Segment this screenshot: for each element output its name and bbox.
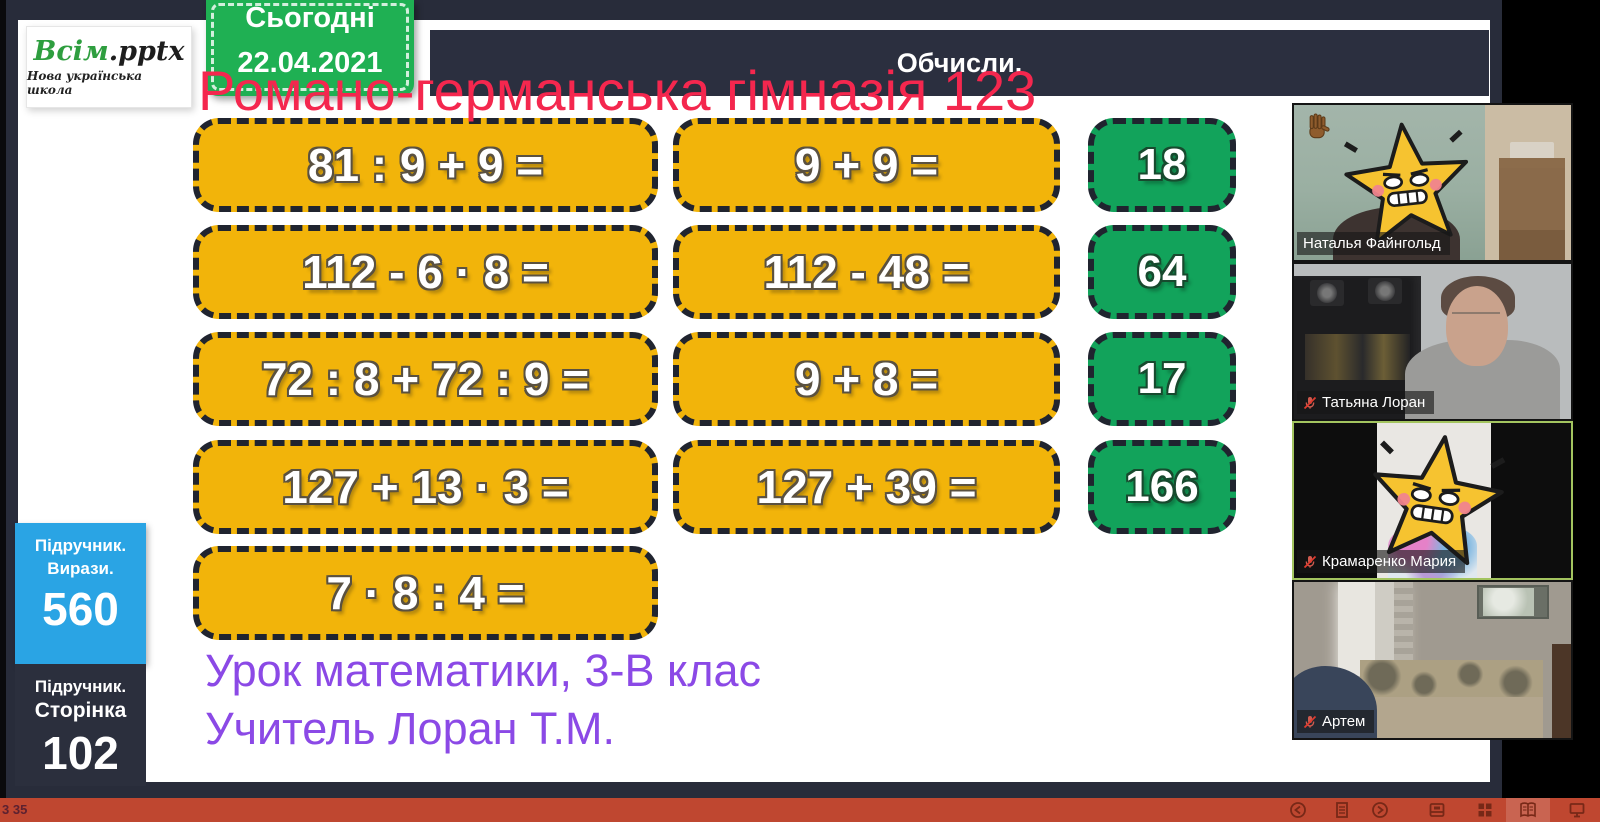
muted-mic-icon [1303, 396, 1317, 410]
annotation-purple-line2: Учитель Лоран Т.М. [205, 703, 615, 754]
textbook-sublabel: Сторінка [34, 699, 127, 722]
textbook-ref-box-navy: Підручник. Сторінка 102 [15, 664, 146, 786]
participant-name-tag: Артем [1297, 710, 1375, 733]
participant-name: Татьяна Лоран [1322, 394, 1426, 411]
couch-back-shape [1360, 660, 1544, 701]
date-box: Сьогодні 22.04.2021 [206, 0, 414, 96]
muted-mic-icon [1303, 555, 1317, 569]
slide-sorter-icon[interactable] [1476, 801, 1494, 819]
speaker-shape [1368, 278, 1402, 304]
normal-view-icon[interactable] [1428, 801, 1446, 819]
furniture-shape [1551, 644, 1571, 738]
slideshow-icon[interactable] [1568, 801, 1586, 819]
textbook-sublabel: Вирази. [47, 559, 114, 578]
slide-header-bar: Обчисли. [430, 30, 1489, 96]
muted-mic-icon [1303, 715, 1317, 729]
textbook-label: Підручник. [34, 677, 127, 696]
brand-logo-subtitle: Нова українська школа [27, 68, 143, 97]
wall-picture-shape [1476, 585, 1549, 620]
shelf-clutter [1305, 333, 1411, 381]
answer-card: 64 [1088, 225, 1236, 319]
expression-card: 81 : 9 + 9 = [193, 118, 658, 212]
participant-name-tag: Крамаренко Мария [1297, 550, 1466, 573]
participant-name-tag: Татьяна Лоран [1297, 391, 1435, 414]
video-thumbnail-maria[interactable]: Крамаренко Мария [1292, 421, 1573, 580]
brand-logo-green-part: Всім [33, 35, 109, 67]
reading-view-icon[interactable] [1519, 801, 1537, 819]
textbook-number: 102 [42, 727, 119, 779]
participant-face [1446, 285, 1509, 366]
textbook-number: 560 [42, 583, 119, 635]
expression-card: 112 - 6 · 8 = [193, 225, 658, 319]
couch-seat-shape [1360, 697, 1544, 738]
date-box-date: 22.04.2021 [237, 47, 383, 79]
slide-title: Обчисли. [896, 47, 1023, 78]
annotation-purple-line1: Урок математики, 3-В клас [205, 645, 761, 696]
raised-hand-icon [1309, 113, 1330, 139]
window-shape [1338, 582, 1405, 676]
expression-card: 72 : 8 + 72 : 9 = [193, 332, 658, 426]
simplified-card: 127 + 39 = [673, 440, 1060, 534]
speaker-shape [1310, 280, 1344, 306]
expression-card: 7 · 8 : 4 = [193, 546, 658, 640]
video-background-dresser [1499, 157, 1566, 260]
participant-name: Артем [1322, 713, 1366, 730]
participant-name: Крамаренко Мария [1322, 553, 1457, 570]
participant-name-tag: Наталья Файнгольд [1297, 232, 1450, 255]
brand-logo-title: Всім.pptx [34, 38, 185, 65]
answer-card: 166 [1088, 440, 1236, 534]
textbook-label: Підручник. [34, 536, 127, 555]
participant-glasses [1451, 312, 1500, 326]
answer-card: 18 [1088, 118, 1236, 212]
next-slide-icon[interactable] [1371, 801, 1389, 819]
answer-card: 17 [1088, 332, 1236, 426]
notes-icon[interactable] [1333, 801, 1351, 819]
participant-name: Наталья Файнгольд [1303, 235, 1441, 252]
simplified-card: 9 + 8 = [673, 332, 1060, 426]
brand-logo-black-part: .pptx [108, 35, 185, 67]
statusbar: 3 35 [0, 798, 1600, 822]
expression-card: 127 + 13 · 3 = [193, 440, 658, 534]
video-thumbnail-artem[interactable]: Артем [1292, 580, 1573, 740]
video-background-box [1510, 142, 1555, 161]
video-thumbnail-tatyana[interactable]: Татьяна Лоран [1292, 262, 1573, 421]
brand-logo: Всім.pptx Нова українська школа [26, 26, 192, 108]
frame-edge [0, 0, 6, 798]
annotation-red-text: Романо-германська гімназія 123 [198, 59, 1037, 122]
textbook-ref-box-blue: Підручник. Вирази. 560 [15, 523, 146, 664]
simplified-card: 112 - 48 = [673, 225, 1060, 319]
prev-slide-icon[interactable] [1289, 801, 1307, 819]
date-box-label: Сьогодні [245, 2, 375, 34]
video-thumbnail-natalya[interactable]: Наталья Файнгольд [1292, 103, 1573, 262]
simplified-card: 9 + 9 = [673, 118, 1060, 212]
slide-counter: 3 35 [2, 802, 28, 817]
